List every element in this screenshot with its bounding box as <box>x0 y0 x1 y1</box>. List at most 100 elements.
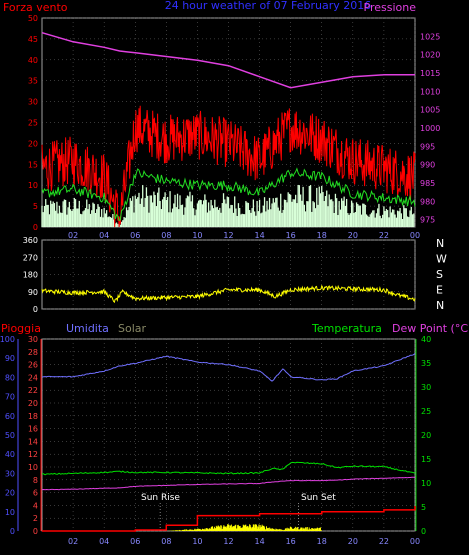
wind-average-line <box>41 167 416 222</box>
wind-tick-label: 25 <box>28 119 38 128</box>
plot-area <box>41 239 416 310</box>
rain-tick-label: 0 <box>10 527 15 536</box>
pressure-tick-label: 1015 <box>420 69 440 78</box>
rain-tick-label: 30 <box>5 469 15 478</box>
rain-tick-label: 90 <box>5 354 15 363</box>
humidity-tick-label: 2 <box>33 514 38 523</box>
time-tick-label: 14 <box>254 537 264 546</box>
humidity-tick-label: 16 <box>28 425 38 434</box>
time-tick-label: 16 <box>286 537 296 546</box>
sunrise-label: Sun Rise <box>141 493 180 503</box>
time-tick-label: 12 <box>223 231 233 240</box>
time-tick-label: 22 <box>379 231 389 240</box>
temperature-tick-label: 40 <box>421 335 431 344</box>
compass-label: S <box>436 268 443 281</box>
humidity-tick-label: 22 <box>28 386 38 395</box>
humidity-line <box>41 353 416 382</box>
wind-tick-label: 20 <box>28 139 38 148</box>
direction-tick-label: 0 <box>33 305 38 314</box>
rain-tick-label: 40 <box>5 450 15 459</box>
sunset-label: Sun Set <box>301 493 336 503</box>
temperature-tick-label: 30 <box>421 383 431 392</box>
pressure-tick-label: 1025 <box>420 32 440 41</box>
humidity-tick-label: 18 <box>28 412 38 421</box>
time-tick-label: 20 <box>348 231 358 240</box>
pressure-tick-label: 1005 <box>420 106 440 115</box>
humidity-tick-label: 12 <box>28 450 38 459</box>
rain-label: Pioggia <box>1 322 41 335</box>
rain-tick-label: 70 <box>5 393 15 402</box>
time-tick-label: 12 <box>223 537 233 546</box>
time-tick-label: 18 <box>317 231 327 240</box>
temperature-tick-label: 20 <box>421 431 431 440</box>
temperature-tick-label: 15 <box>421 455 431 464</box>
humidity-tick-label: 30 <box>28 335 38 344</box>
wind-tick-label: 40 <box>28 56 38 65</box>
time-tick-label: 06 <box>130 231 140 240</box>
time-tick-label: 04 <box>99 231 109 240</box>
wind-direction-line <box>41 284 416 304</box>
dewpoint-label: Dew Point (°C) <box>392 322 469 335</box>
rain-tick-label: 10 <box>5 508 15 517</box>
humidity-tick-label: 4 <box>33 501 38 510</box>
direction-tick-label: 180 <box>23 271 38 280</box>
time-tick-label: 06 <box>130 537 140 546</box>
pressure-tick-label: 1000 <box>420 124 440 133</box>
temperature-humidity-panel <box>17 338 417 532</box>
time-tick-label: 08 <box>161 231 171 240</box>
temperature-tick-label: 0 <box>421 527 426 536</box>
wind-tick-label: 15 <box>28 160 38 169</box>
rain-tick-label: 60 <box>5 412 15 421</box>
temperature-label: Temperatura <box>311 322 382 335</box>
direction-tick-label: 90 <box>28 288 38 297</box>
pressure-tick-label: 980 <box>420 197 435 206</box>
wind-title-label: Forza vento <box>3 1 68 14</box>
pressure-tick-label: 975 <box>420 216 435 225</box>
wind-tick-label: 5 <box>33 202 38 211</box>
wind-tick-label: 30 <box>28 98 38 107</box>
time-tick-label: 16 <box>286 231 296 240</box>
temperature-tick-label: 10 <box>421 479 431 488</box>
temperature-humidity-axes: 0102030405060708090100024681012141618202… <box>0 335 431 546</box>
time-tick-label: 20 <box>348 537 358 546</box>
humidity-tick-label: 0 <box>33 527 38 536</box>
humidity-tick-label: 8 <box>33 476 38 485</box>
time-tick-label: 00 <box>410 231 420 240</box>
compass-label: N <box>436 299 444 312</box>
rain-line <box>42 506 416 532</box>
compass-label: W <box>436 253 447 266</box>
wind-gust-line <box>41 105 416 228</box>
wind-tick-label: 0 <box>33 223 38 232</box>
rain-tick-label: 50 <box>5 431 15 440</box>
direction-tick-label: 360 <box>23 236 38 245</box>
humidity-tick-label: 20 <box>28 399 38 408</box>
temperature-tick-label: 35 <box>421 359 431 368</box>
time-tick-label: 08 <box>161 537 171 546</box>
temperature-tick-label: 25 <box>421 407 431 416</box>
time-tick-label: 10 <box>192 537 202 546</box>
dewpoint-line <box>41 476 416 491</box>
time-tick-label: 00 <box>410 537 420 546</box>
pressure-tick-label: 1010 <box>420 87 440 96</box>
temperature-humidity-series <box>41 353 416 532</box>
pressure-title-label: Pressione <box>364 1 417 14</box>
wind-pressure-series <box>41 31 416 228</box>
direction-tick-label: 270 <box>23 253 38 262</box>
rain-tick-label: 100 <box>0 335 15 344</box>
temperature-line <box>41 461 416 476</box>
wind-tick-label: 45 <box>28 35 38 44</box>
pressure-tick-label: 995 <box>420 142 435 151</box>
pressure-tick-label: 985 <box>420 179 435 188</box>
humidity-tick-label: 24 <box>28 373 38 382</box>
chart-title: 24 hour weather of 07 February 2016 <box>165 0 372 12</box>
wind-direction-series <box>41 284 416 304</box>
time-tick-label: 14 <box>254 231 264 240</box>
rain-tick-label: 20 <box>5 489 15 498</box>
wind-tick-label: 50 <box>28 14 38 23</box>
pressure-tick-label: 990 <box>420 161 435 170</box>
compass-label: N <box>436 237 444 250</box>
pressure-line <box>41 31 415 89</box>
time-tick-label: 10 <box>192 231 202 240</box>
